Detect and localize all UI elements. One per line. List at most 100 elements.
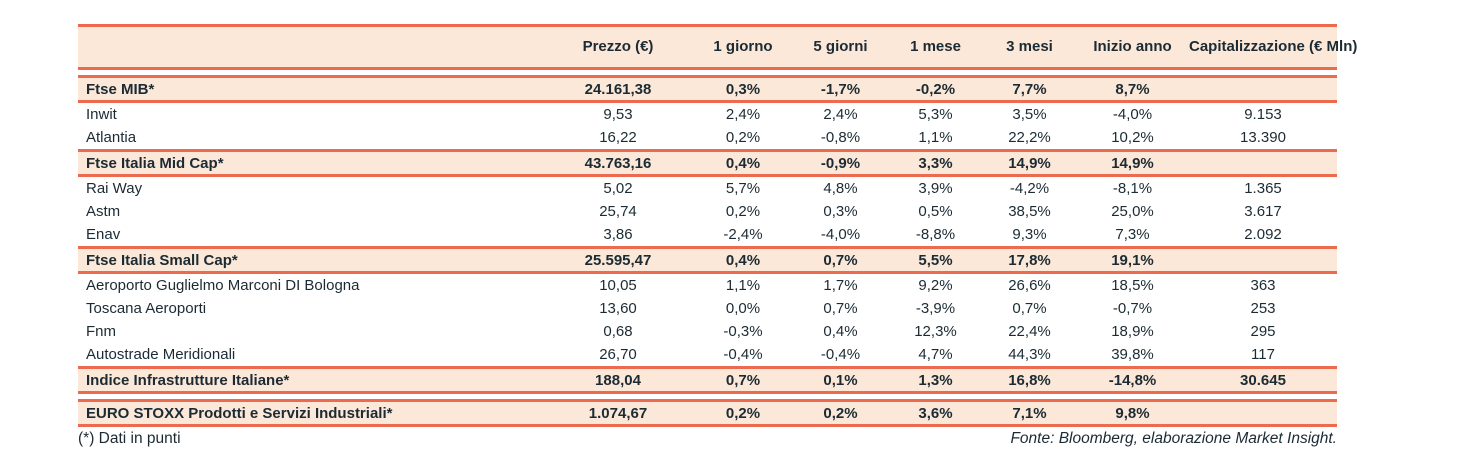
value-cell: -4,2% — [1009, 180, 1050, 197]
value-cell: 14,9% — [1008, 154, 1051, 172]
index-row: Ftse Italia Mid Cap* 43.763,16 0,4% -0,9% 3,… — [78, 149, 1337, 177]
value-cell: 13.390 — [1240, 129, 1286, 146]
value-cell: -8,1% — [1112, 180, 1153, 197]
value-cell: 1,1% — [725, 277, 761, 294]
column-header: 5 giorni — [813, 38, 868, 55]
value-cell: 18,5% — [1111, 277, 1154, 294]
value-cell: -0,9% — [820, 154, 861, 172]
index-row: EURO STOXX Prodotti e Servizi Industrial… — [78, 399, 1337, 427]
row-name-cell: Enav — [86, 226, 121, 243]
column-header: Prezzo (€) — [582, 38, 654, 55]
column-header: 3 mesi — [1006, 38, 1053, 55]
value-cell: 3.617 — [1244, 203, 1282, 220]
value-cell: 8,7% — [1115, 80, 1150, 98]
row-name-cell: Ftse MIB* — [86, 80, 155, 98]
index-row: Ftse MIB* 24.161,38 0,3% -1,7% -0,2% 7,7% 8,7% — [78, 75, 1337, 103]
column-header: 1 mese — [910, 38, 961, 55]
column-header: 1 giorno — [713, 38, 773, 55]
value-cell: 3,6% — [918, 404, 953, 422]
value-cell: 0,2% — [823, 404, 858, 422]
footnote: (*) Dati in punti — [78, 430, 181, 447]
value-cell: 3,86 — [603, 226, 633, 243]
market-data-table: Prezzo (€) 1 giorno 5 giorni 1 mese 3 mesi In… — [78, 24, 1358, 427]
value-cell: 2,4% — [823, 106, 858, 123]
row-name-cell: Autostrade Meridionali — [86, 346, 236, 363]
stock-row: Toscana Aeroporti 13,60 0,0% 0,7% -3,9% 0,7% -… — [78, 297, 1337, 320]
row-name-cell: Toscana Aeroporti — [86, 300, 207, 317]
value-cell: 0,7% — [823, 300, 858, 317]
value-cell: 117 — [1251, 346, 1275, 363]
value-cell: 2,4% — [725, 106, 761, 123]
row-name-cell: Ftse Italia Mid Cap* — [86, 154, 224, 172]
stock-row: Inwit 9,53 2,4% 2,4% 5,3% 3,5% -4,0% 9.153 — [78, 103, 1337, 126]
row-name-cell: Inwit — [86, 106, 117, 123]
value-cell: 4,8% — [823, 180, 858, 197]
value-cell: 26,70 — [599, 346, 637, 363]
value-cell: 0,5% — [918, 203, 953, 220]
value-cell: 10,05 — [599, 277, 637, 294]
value-cell: 2.092 — [1244, 226, 1282, 243]
value-cell: -4,0% — [820, 226, 861, 243]
value-cell: -2,4% — [723, 226, 763, 243]
value-cell: 12,3% — [914, 323, 957, 340]
column-header: Capitalizzazione (€ Mln) — [1189, 38, 1358, 55]
value-cell: -0,4% — [723, 346, 763, 363]
value-cell: 0,2% — [725, 404, 761, 422]
value-cell: 0,2% — [725, 203, 761, 220]
value-cell: 39,8% — [1111, 346, 1154, 363]
value-cell: 0,7% — [823, 251, 858, 269]
value-cell: 0,4% — [725, 251, 761, 269]
value-cell: 18,9% — [1111, 323, 1154, 340]
value-cell: 9,2% — [918, 277, 953, 294]
column-header-empty — [78, 45, 543, 49]
value-cell: -0,2% — [915, 80, 956, 98]
value-cell: 1,7% — [823, 277, 858, 294]
value-cell: 0,0% — [725, 300, 761, 317]
source-note: Fonte: Bloomberg, elaborazione Market In… — [1010, 430, 1337, 447]
value-cell: -8,8% — [915, 226, 956, 243]
value-cell: 188,04 — [595, 371, 641, 389]
value-cell: 0,2% — [725, 129, 761, 146]
value-cell: -1,7% — [820, 80, 861, 98]
value-cell: 5,02 — [603, 180, 633, 197]
value-cell: 43.763,16 — [584, 154, 652, 172]
index-row: Ftse Italia Small Cap* 25.595,47 0,4% 0,7% 5… — [78, 246, 1337, 274]
row-name-cell: Ftse Italia Small Cap* — [86, 251, 238, 269]
value-cell: 0,68 — [603, 323, 633, 340]
value-cell: 0,4% — [823, 323, 858, 340]
value-cell: -0,8% — [820, 129, 861, 146]
table-header-row: Prezzo (€) 1 giorno 5 giorni 1 mese 3 mesi In… — [78, 24, 1358, 70]
value-cell: 0,7% — [1012, 300, 1047, 317]
value-cell: 44,3% — [1008, 346, 1051, 363]
value-cell: 22,2% — [1008, 129, 1051, 146]
value-cell: 5,5% — [918, 251, 953, 269]
value-cell: 16,8% — [1008, 371, 1051, 389]
value-cell: 22,4% — [1008, 323, 1051, 340]
value-cell: 24.161,38 — [584, 80, 652, 98]
stock-row: Rai Way 5,02 5,7% 4,8% 3,9% -4,2% -8,1% 1.365 — [78, 177, 1337, 200]
index-row: Indice Infrastrutture Italiane* 188,04 0,7… — [78, 366, 1337, 394]
value-cell: 9.153 — [1244, 106, 1282, 123]
stock-row: Enav 3,86 -2,4% -4,0% -8,8% 9,3% 7,3% 2.092 — [78, 223, 1337, 246]
row-name-cell: Aeroporto Guglielmo Marconi DI Bologna — [86, 277, 360, 294]
value-cell: -14,8% — [1108, 371, 1157, 389]
row-gap — [78, 70, 1337, 75]
table-footer: (*) Dati in punti Fonte: Bloomberg, elab… — [78, 430, 1337, 448]
value-cell: 0,1% — [823, 371, 858, 389]
row-name-cell: Atlantia — [86, 129, 137, 146]
row-name-cell: Rai Way — [86, 180, 143, 197]
value-cell: 9,3% — [1012, 226, 1047, 243]
row-name-cell: Indice Infrastrutture Italiane* — [86, 371, 290, 389]
value-cell: 5,3% — [918, 106, 953, 123]
value-cell: -4,0% — [1112, 106, 1153, 123]
value-cell: 0,7% — [725, 371, 761, 389]
value-cell: 25,74 — [599, 203, 637, 220]
value-cell: 363 — [1250, 277, 1276, 294]
value-cell: 13,60 — [599, 300, 637, 317]
value-cell: 253 — [1250, 300, 1276, 317]
row-gap — [78, 394, 1337, 399]
row-name-cell: EURO STOXX Prodotti e Servizi Industrial… — [86, 404, 393, 422]
value-cell: 14,9% — [1111, 154, 1154, 172]
value-cell: -0,7% — [1112, 300, 1153, 317]
